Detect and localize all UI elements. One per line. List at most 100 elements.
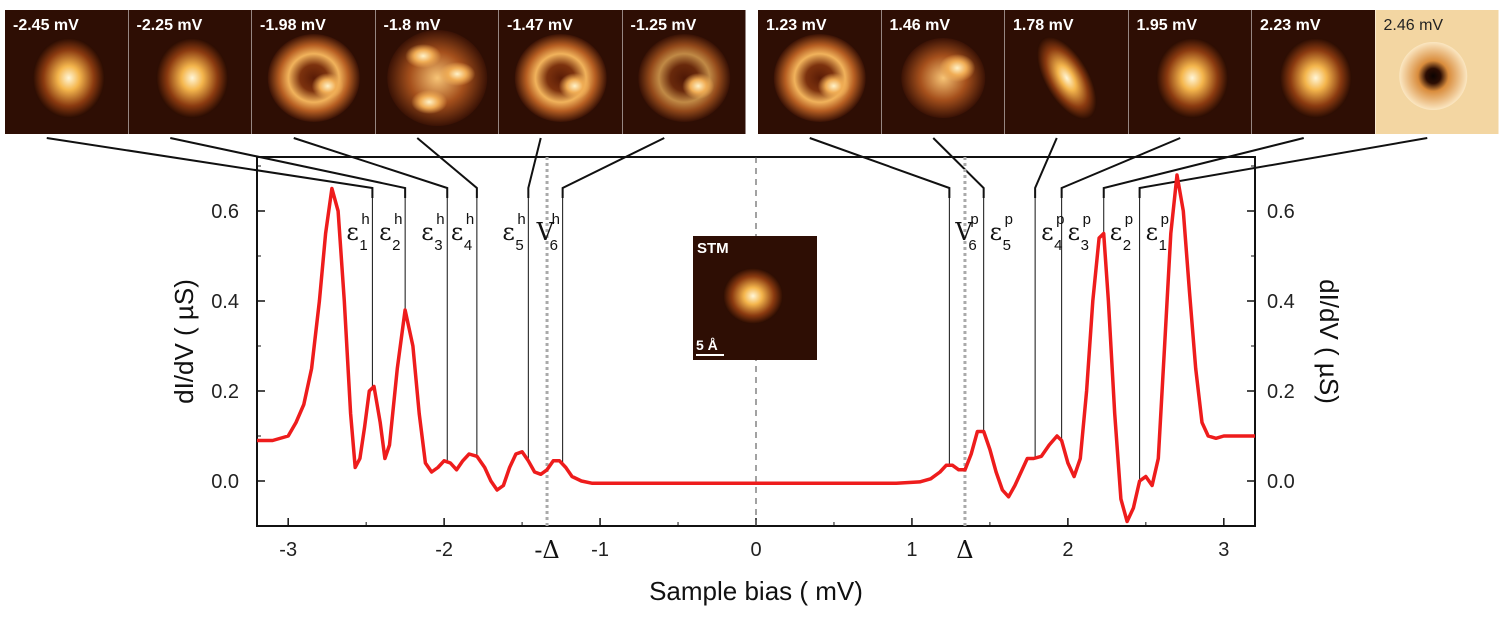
x-tick-label: 1 bbox=[906, 539, 917, 561]
panel-label: 2.23 mV bbox=[1260, 17, 1321, 34]
panel-hole bbox=[1399, 42, 1468, 110]
stm-panel: -1.8 mV bbox=[375, 10, 499, 134]
panel-label: 1.23 mV bbox=[766, 17, 827, 34]
level-superscript: h bbox=[552, 211, 560, 228]
level-label: ε 3 p bbox=[1068, 211, 1091, 254]
level-subscript: 3 bbox=[434, 237, 442, 254]
panel-spot bbox=[156, 38, 229, 118]
panel-connector bbox=[1034, 137, 1058, 198]
stm-image-panels: -2.45 mV -2.25 mV -1.98 mV -1.8 mV -1.47 mV -… bbox=[5, 10, 1499, 134]
panel-label: -1.25 mV bbox=[631, 17, 697, 34]
stm-panel: -2.25 mV bbox=[128, 10, 252, 134]
panel-spot-core bbox=[939, 54, 976, 82]
panel-label: -1.98 mV bbox=[260, 17, 326, 34]
level-subscript: 5 bbox=[1003, 237, 1011, 254]
x-tick-label: -1 bbox=[591, 539, 609, 561]
stm-panel: 1.78 mV bbox=[1005, 10, 1128, 134]
panel-connector bbox=[170, 137, 407, 198]
panel-connector bbox=[416, 137, 478, 198]
panel-spot bbox=[901, 38, 986, 118]
level-subscript: 6 bbox=[550, 237, 558, 254]
panel-lobe bbox=[682, 73, 715, 99]
level-superscript: p bbox=[1083, 211, 1091, 228]
level-label: ε 5 h bbox=[502, 211, 525, 254]
level-subscript: 3 bbox=[1081, 237, 1089, 254]
panel-lobe bbox=[311, 73, 344, 99]
level-superscript: h bbox=[436, 211, 444, 228]
panel-connector bbox=[527, 137, 542, 198]
panel-connectors bbox=[46, 137, 1428, 198]
level-symbol: ε bbox=[1146, 218, 1158, 246]
panel-connector bbox=[1060, 137, 1181, 198]
level-symbol: ε bbox=[990, 218, 1002, 246]
x-axis-title: Sample bias ( mV) bbox=[649, 576, 863, 606]
level-superscript: p bbox=[970, 211, 978, 228]
level-symbol: ε bbox=[1041, 218, 1053, 246]
panel-connector bbox=[561, 137, 665, 198]
panel-lobe bbox=[411, 90, 448, 114]
panel-label: -2.45 mV bbox=[13, 17, 79, 34]
stm-panel: 2.46 mV bbox=[1375, 10, 1499, 134]
level-markers: ε 1h ε 2h ε 3h ε 4h ε 5h V6h V6p ε 5p ε 4p ε 3p ε 2p ε 1p bbox=[346, 198, 1169, 481]
level-subscript: 2 bbox=[392, 237, 400, 254]
level-label: ε 1 p bbox=[1146, 211, 1169, 254]
stm-panel: -1.25 mV bbox=[622, 10, 746, 134]
y-axis-title-right: dI/dV ( µS) bbox=[1314, 279, 1344, 404]
panel-connector bbox=[809, 137, 951, 198]
level-superscript: p bbox=[1125, 211, 1133, 228]
y-tick-label-right: 0.0 bbox=[1267, 471, 1295, 493]
inset-title: STM bbox=[697, 240, 729, 257]
level-label: V6 h bbox=[536, 211, 560, 254]
level-symbol: ε bbox=[1110, 218, 1122, 246]
panel-connector bbox=[1102, 137, 1304, 198]
x-tick-label: -3 bbox=[279, 539, 297, 561]
level-label: ε 5 p bbox=[990, 211, 1013, 254]
panel-connector bbox=[293, 137, 449, 198]
y-tick-label-left: 0.0 bbox=[211, 471, 239, 493]
level-label: ε 1 h bbox=[346, 211, 369, 254]
level-label: ε 4 p bbox=[1041, 211, 1064, 254]
level-subscript: 2 bbox=[1123, 237, 1131, 254]
x-tick-label: 2 bbox=[1062, 539, 1073, 561]
spectrum-curve bbox=[257, 173, 1255, 524]
panel-label: 1.46 mV bbox=[890, 17, 951, 34]
panel-ring bbox=[773, 34, 866, 122]
panel-label: 1.95 mV bbox=[1137, 17, 1198, 34]
level-subscript: 5 bbox=[515, 237, 523, 254]
level-symbol: ε bbox=[451, 218, 463, 246]
panel-spot bbox=[1156, 38, 1229, 118]
level-superscript: p bbox=[1005, 211, 1013, 228]
y-tick-label-left: 0.6 bbox=[211, 201, 239, 223]
panel-label: -1.47 mV bbox=[507, 17, 573, 34]
panel-lobe bbox=[817, 73, 850, 99]
stm-panel: -1.98 mV bbox=[252, 10, 375, 134]
y-tick-label-right: 0.6 bbox=[1267, 201, 1295, 223]
stm-panel: 1.95 mV bbox=[1128, 10, 1252, 134]
inset-scale-label: 5 Å bbox=[696, 337, 718, 353]
stm-panel: -1.47 mV bbox=[499, 10, 622, 134]
delta-label: -Δ bbox=[534, 536, 559, 564]
level-label: ε 2 p bbox=[1110, 211, 1133, 254]
x-tick-label: 3 bbox=[1218, 539, 1229, 561]
panel-connector bbox=[46, 137, 374, 198]
panel-connector bbox=[1138, 137, 1428, 198]
panel-label: -1.8 mV bbox=[384, 17, 441, 34]
y-axis-title-left: dI/dV ( µS) bbox=[169, 279, 199, 404]
level-subscript: 1 bbox=[1159, 237, 1167, 254]
x-tick-label: 0 bbox=[750, 539, 761, 561]
panel-label: 2.46 mV bbox=[1384, 17, 1444, 34]
panel-spot bbox=[1279, 38, 1352, 118]
level-label: V6 p bbox=[954, 211, 978, 254]
level-label: ε 4 h bbox=[451, 211, 474, 254]
inset-spot bbox=[723, 268, 783, 324]
stm-panel: 2.23 mV bbox=[1252, 10, 1375, 134]
panel-ring bbox=[267, 34, 360, 122]
level-subscript: 4 bbox=[1054, 237, 1062, 254]
spectrum-line bbox=[257, 173, 1255, 524]
y-tick-label-left: 0.2 bbox=[211, 381, 239, 403]
stm-panel: -2.45 mV bbox=[5, 10, 128, 134]
panel-lobe bbox=[439, 62, 476, 86]
level-superscript: h bbox=[361, 211, 369, 228]
y-tick-label-right: 0.2 bbox=[1267, 381, 1295, 403]
